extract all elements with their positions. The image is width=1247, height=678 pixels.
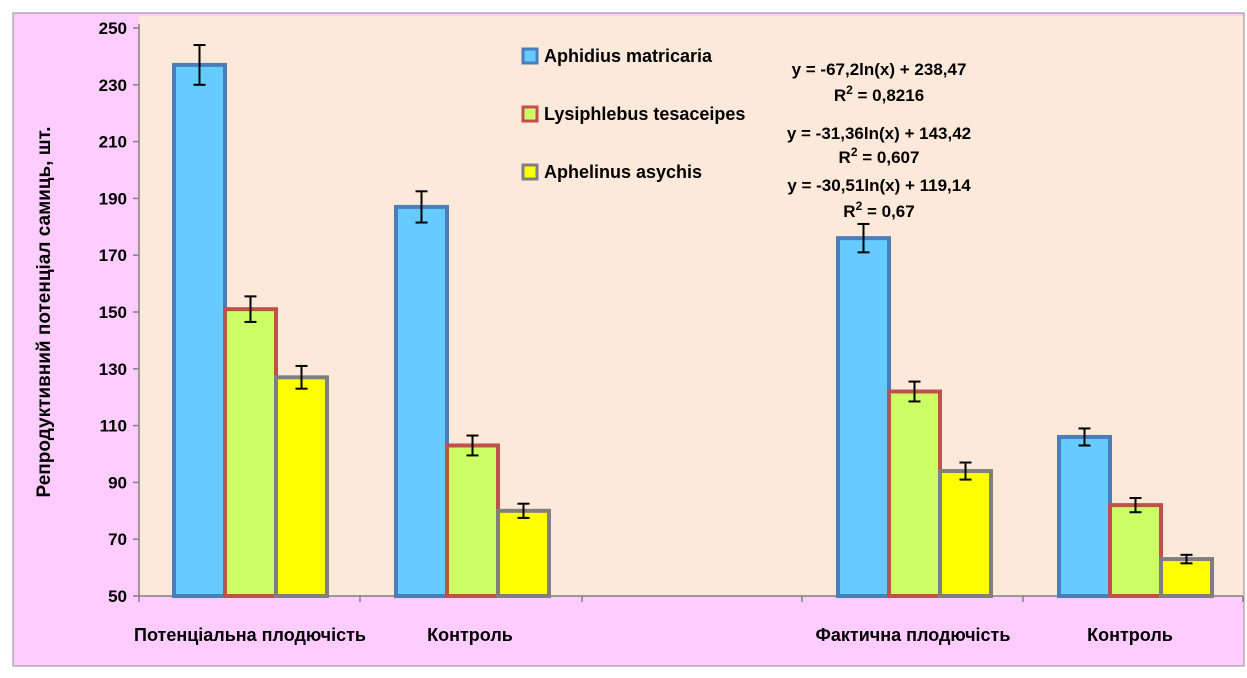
trendline-equation: y = -31,36ln(x) + 143,42 — [787, 124, 971, 143]
bar — [1057, 434, 1112, 598]
y-axis-title: Репродуктивний потенціал самиць, шт. — [34, 127, 55, 498]
bar — [836, 236, 891, 598]
x-category-label: Фактична плодючість — [816, 625, 1011, 645]
legend-label: Aphidius matricaria — [544, 46, 713, 66]
bar — [496, 508, 551, 598]
y-tick-label: 170 — [99, 246, 127, 265]
bar — [172, 62, 227, 599]
y-tick-label: 70 — [108, 530, 127, 549]
legend-label: Aphelinus asychis — [544, 162, 702, 182]
legend-swatch — [521, 163, 539, 181]
trendline-r-squared: R2 = 0,607 — [839, 145, 920, 167]
y-tick-label: 190 — [99, 189, 127, 208]
legend-label: Lysiphlebus tesaceipes — [544, 104, 745, 124]
legend-swatch — [521, 47, 539, 65]
x-category-label: Контроль — [1087, 625, 1173, 645]
bar — [887, 389, 942, 598]
trendline-equation: y = -67,2ln(x) + 238,47 — [792, 60, 967, 79]
y-tick-label: 210 — [99, 133, 127, 152]
trendline-r-squared: R2 = 0,8216 — [834, 83, 924, 105]
bar — [394, 204, 449, 598]
bar — [1108, 503, 1163, 598]
x-category-label: Потенціальна плодючість — [134, 625, 366, 645]
x-category-label: Контроль — [427, 625, 513, 645]
legend-swatch — [521, 105, 539, 123]
y-tick-label: 130 — [99, 360, 127, 379]
y-tick-label: 110 — [100, 417, 127, 436]
bar — [223, 307, 278, 598]
bar — [1159, 557, 1214, 599]
y-tick-label: 250 — [99, 19, 127, 38]
y-tick-label: 50 — [108, 587, 127, 606]
y-tick-label: 230 — [99, 76, 127, 95]
bar — [445, 443, 500, 599]
trendline-equation: y = -30,51ln(x) + 119,14 — [787, 176, 971, 195]
trendline-r-squared: R2 = 0,67 — [843, 199, 914, 221]
bar — [274, 375, 329, 598]
y-tick-label: 150 — [99, 303, 127, 322]
y-tick-label: 90 — [108, 473, 127, 492]
bar — [938, 469, 993, 599]
